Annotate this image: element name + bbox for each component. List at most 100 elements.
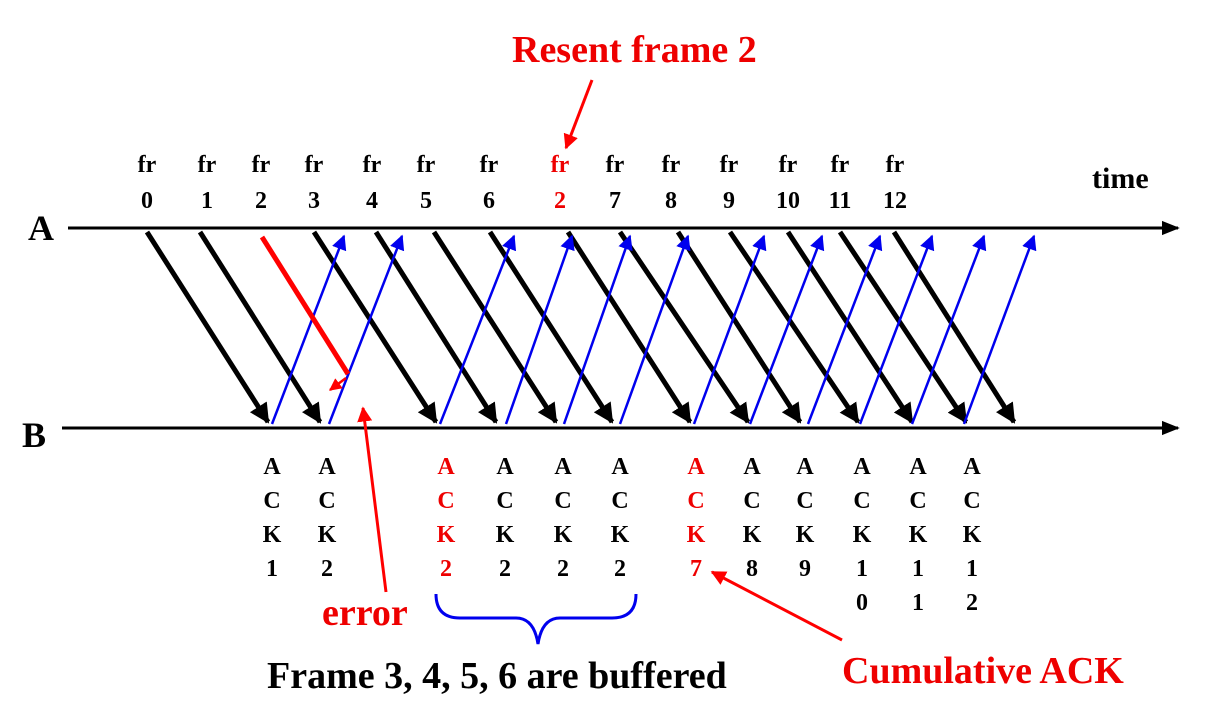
frame-label-prefix: fr [551, 152, 570, 178]
ack-label-char: 2 [499, 556, 511, 582]
frame-label-prefix: fr [363, 152, 382, 178]
ack-arrow [806, 234, 883, 425]
frame-labels: fr 0 fr 1 fr 2 fr 3 fr 4 fr 5 fr 6 fr 2 fr 7 fr 8 fr 9 fr 10 fr 1… [138, 152, 907, 214]
frame-label-number: 11 [829, 188, 852, 214]
ack-label-char: 1 [266, 556, 278, 582]
frame-label-prefix: fr [886, 152, 905, 178]
frame-label-prefix: fr [305, 152, 324, 178]
ack-label-char: A [963, 454, 981, 480]
buffered-brace [434, 593, 638, 645]
frame-label-number: 8 [665, 188, 677, 214]
frame-arrow [431, 230, 559, 424]
ack-arrow [748, 234, 825, 425]
ack-label-char: A [437, 454, 455, 480]
frame-label-prefix: fr [138, 152, 157, 178]
ack-label-char: 2 [440, 556, 452, 582]
ack-arrow [270, 234, 347, 425]
ack-label-char: A [853, 454, 871, 480]
frame-arrow [617, 230, 751, 424]
ack-label-char: C [611, 488, 628, 514]
frame-label-number: 2 [554, 188, 566, 214]
ack-label-char: C [963, 488, 980, 514]
frame-label-number: 7 [609, 188, 621, 214]
ack-label-char: 2 [614, 556, 626, 582]
frame-arrow [675, 230, 803, 424]
ack-arrow [692, 234, 767, 425]
frame-label-prefix: fr [662, 152, 681, 178]
ack-label-char: A [496, 454, 514, 480]
error-frame-arrow [259, 235, 351, 376]
frame-arrow [487, 230, 615, 424]
ack-label-char: A [687, 454, 705, 480]
ack-label-char: C [496, 488, 513, 514]
error-frame-tip [329, 377, 347, 391]
frame-label-prefix: fr [779, 152, 798, 178]
ack-label-char: K [496, 522, 515, 548]
ack-label-char: K [611, 522, 630, 548]
ack-labels: ACK1ACK2ACK2ACK2ACK2ACK2ACK7ACK8ACK9ACK1… [263, 454, 982, 616]
frame-label-prefix: fr [831, 152, 850, 178]
cumulative-pointer [710, 570, 843, 642]
ack-arrow [562, 234, 633, 425]
frame-arrow [727, 230, 861, 424]
frame-label-number: 12 [883, 188, 907, 214]
frame-label-number: 4 [366, 188, 378, 214]
ack-label-char: A [554, 454, 572, 480]
ack-label-char: A [743, 454, 761, 480]
buffered-annotation: Frame 3, 4, 5, 6 are buffered [267, 655, 727, 697]
frame-label-prefix: fr [606, 152, 625, 178]
ack-arrow [910, 234, 987, 425]
ack-label-char: K [909, 522, 928, 548]
ack-label-char: K [853, 522, 872, 548]
ack-label-char: K [554, 522, 573, 548]
ack-label-char: K [796, 522, 815, 548]
ack-label-char: 1 [856, 556, 868, 582]
ack-label-char: C [743, 488, 760, 514]
ack-label-char: C [687, 488, 704, 514]
ack-label-char: A [796, 454, 814, 480]
ack-label-char: 1 [912, 590, 924, 616]
frame-label-number: 5 [420, 188, 432, 214]
frame-label-prefix: fr [252, 152, 271, 178]
ack-label-char: A [909, 454, 927, 480]
ack-label-char: 7 [690, 556, 702, 582]
ack-label-char: 2 [321, 556, 333, 582]
ack-arrow [962, 234, 1037, 425]
frame-arrows [144, 230, 1017, 424]
ack-label-char: 8 [746, 556, 758, 582]
frame-arrow [565, 230, 693, 424]
ack-arrow [618, 234, 691, 425]
frame-label-number: 2 [255, 188, 267, 214]
resent-pointer [563, 79, 594, 150]
ack-label-char: 9 [799, 556, 811, 582]
ack-label-char: K [263, 522, 282, 548]
ack-arrow [504, 234, 575, 425]
ack-label-char: K [963, 522, 982, 548]
ack-label-char: 2 [966, 590, 978, 616]
frame-arrow [144, 230, 271, 424]
time-label: time [1092, 162, 1149, 195]
frame-arrow [311, 230, 439, 424]
error-pointer [357, 406, 388, 593]
ack-label-char: C [263, 488, 280, 514]
ack-arrow [858, 234, 935, 425]
ack-label-char: K [318, 522, 337, 548]
frame-label-number: 6 [483, 188, 495, 214]
ack-label-char: C [853, 488, 870, 514]
frame-arrow [785, 230, 915, 424]
label-a: A [28, 208, 54, 248]
ack-label-char: K [687, 522, 706, 548]
ack-label-char: 0 [856, 590, 868, 616]
frame-label-prefix: fr [480, 152, 499, 178]
ack-label-char: K [743, 522, 762, 548]
ack-label-char: A [611, 454, 629, 480]
frame-label-prefix: fr [720, 152, 739, 178]
error-annotation: error [322, 592, 408, 634]
ack-label-char: C [554, 488, 571, 514]
ack-arrows [270, 234, 1037, 425]
ack-label-char: A [263, 454, 281, 480]
frame-label-number: 3 [308, 188, 320, 214]
ack-label-char: A [318, 454, 336, 480]
ack-label-char: K [437, 522, 456, 548]
ack-label-char: C [437, 488, 454, 514]
